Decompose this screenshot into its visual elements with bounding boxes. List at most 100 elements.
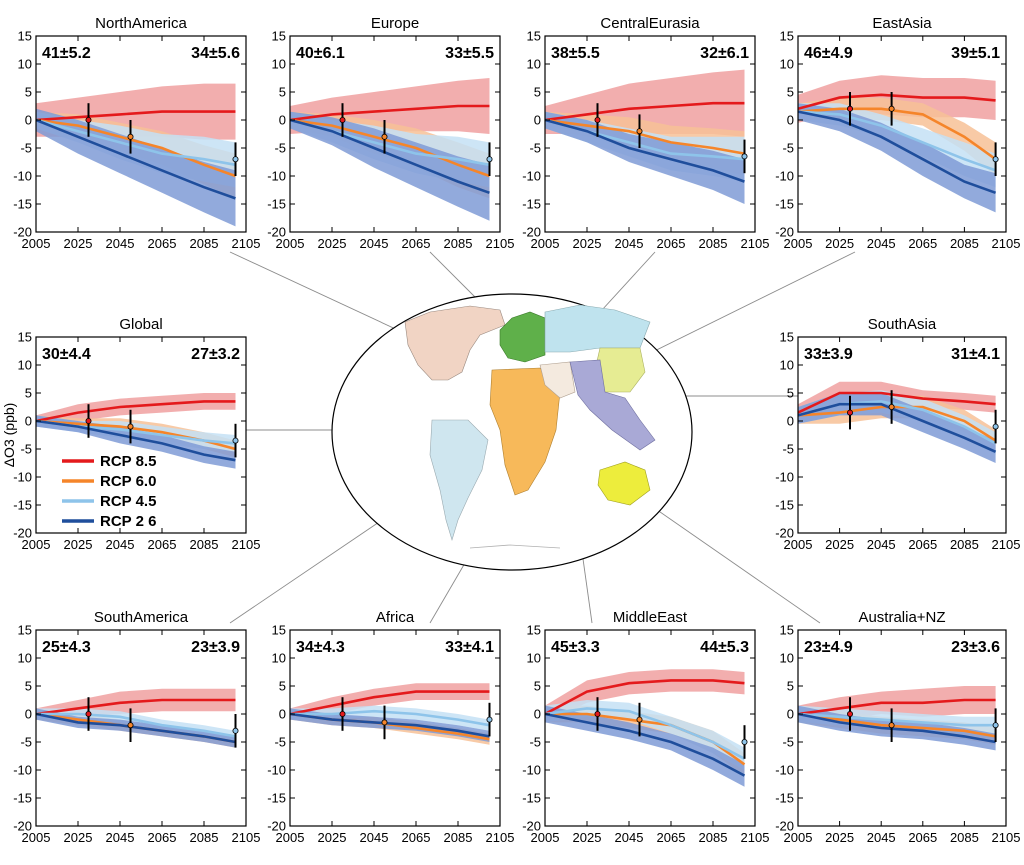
x-tick-label: 2005: [276, 830, 305, 845]
y-tick-label: 10: [18, 651, 32, 666]
uncertainty-band: [290, 111, 490, 221]
x-tick-label: 2065: [148, 830, 177, 845]
y-axis-label: ΔO3 (ppb): [1, 403, 17, 468]
data-point: [888, 105, 895, 112]
x-tick-label: 2105: [741, 236, 770, 251]
y-tick-label: -5: [274, 735, 286, 750]
y-tick-label: 0: [279, 707, 286, 722]
series-line: [35, 118, 236, 167]
y-tick-label: 0: [25, 707, 32, 722]
data-point: [992, 156, 999, 163]
y-tick-label: 15: [780, 29, 794, 44]
x-tick-label: 2005: [22, 236, 51, 251]
y-tick-label: -10: [522, 169, 541, 184]
x-tick-label: 2045: [867, 537, 896, 552]
y-tick-label: 10: [527, 651, 541, 666]
x-tick-label: 2005: [276, 236, 305, 251]
y-tick-label: 10: [272, 57, 286, 72]
y-tick-label: -5: [782, 735, 794, 750]
y-tick-label: 5: [787, 386, 794, 401]
y-tick-label: 0: [787, 414, 794, 429]
y-tick-label: -15: [522, 791, 541, 806]
series-line: [544, 118, 745, 155]
y-tick-label: -10: [775, 763, 794, 778]
x-tick-label: 2025: [318, 830, 347, 845]
y-tick-label: 10: [780, 358, 794, 373]
x-tick-label: 2005: [531, 236, 560, 251]
x-tick-label: 2005: [784, 830, 813, 845]
y-tick-label: -15: [13, 791, 32, 806]
data-point: [847, 409, 854, 416]
y-tick-label: 0: [25, 113, 32, 128]
y-tick-label: -15: [267, 197, 286, 212]
x-tick-label: 2025: [573, 830, 602, 845]
x-tick-label: 2025: [64, 537, 93, 552]
x-tick-label: 2045: [106, 236, 135, 251]
x-tick-label: 2025: [318, 236, 347, 251]
y-tick-label: 5: [279, 85, 286, 100]
y-tick-label: 5: [25, 386, 32, 401]
y-tick-label: -5: [529, 735, 541, 750]
y-tick-label: -5: [529, 141, 541, 156]
y-tick-label: -20: [522, 819, 541, 834]
y-tick-label: 10: [272, 651, 286, 666]
x-tick-label: 2045: [615, 830, 644, 845]
y-tick-label: 5: [787, 679, 794, 694]
plot-frame: [289, 629, 501, 827]
data-point: [741, 153, 748, 160]
y-tick-label: -20: [775, 819, 794, 834]
y-tick-label: -15: [267, 791, 286, 806]
y-tick-label: 10: [780, 57, 794, 72]
series-line: [797, 712, 996, 727]
x-tick-label: 2105: [741, 830, 770, 845]
y-tick-label: -20: [13, 819, 32, 834]
y-tick-label: 0: [787, 113, 794, 128]
data-point: [594, 711, 601, 718]
map-region-south-america: [429, 419, 489, 542]
y-tick-label: 10: [18, 57, 32, 72]
data-point: [127, 133, 134, 140]
data-point: [232, 727, 239, 734]
legend-label: RCP 4.5: [100, 493, 156, 510]
data-point: [381, 133, 388, 140]
connector-line: [649, 504, 821, 624]
uncertainty-band: [545, 669, 745, 723]
y-tick-label: -10: [775, 169, 794, 184]
panel-stat-right: 44±5.3: [700, 639, 749, 656]
x-tick-label: 2065: [908, 236, 937, 251]
uncertainty-band: [290, 705, 490, 731]
y-tick-label: 0: [787, 707, 794, 722]
data-point: [992, 423, 999, 430]
x-tick-label: 2085: [950, 537, 979, 552]
y-tick-label: 15: [527, 29, 541, 44]
panel-title: SouthAmerica: [94, 609, 189, 626]
y-tick-label: -20: [775, 526, 794, 541]
panel-stat-left: 46±4.9: [804, 45, 853, 62]
x-tick-label: 2105: [992, 236, 1021, 251]
panel-stat-right: 31±4.1: [951, 346, 1000, 363]
panel-stat-right: 27±3.2: [191, 346, 240, 363]
x-tick-label: 2085: [950, 830, 979, 845]
y-tick-label: 10: [527, 57, 541, 72]
panel-title: Africa: [376, 609, 415, 626]
y-tick-label: -10: [267, 169, 286, 184]
uncertainty-band: [798, 103, 996, 213]
series-line: [544, 101, 745, 122]
series-line: [35, 400, 236, 423]
series-line: [35, 712, 236, 744]
x-tick-label: 2085: [444, 236, 473, 251]
data-point: [85, 711, 92, 718]
x-tick-label: 2105: [232, 236, 261, 251]
data-point: [85, 117, 92, 124]
x-tick-label: 2085: [190, 236, 219, 251]
y-tick-label: -20: [13, 526, 32, 541]
x-tick-label: 2105: [992, 537, 1021, 552]
legend-label: RCP 6.0: [100, 473, 156, 490]
data-point: [992, 722, 999, 729]
